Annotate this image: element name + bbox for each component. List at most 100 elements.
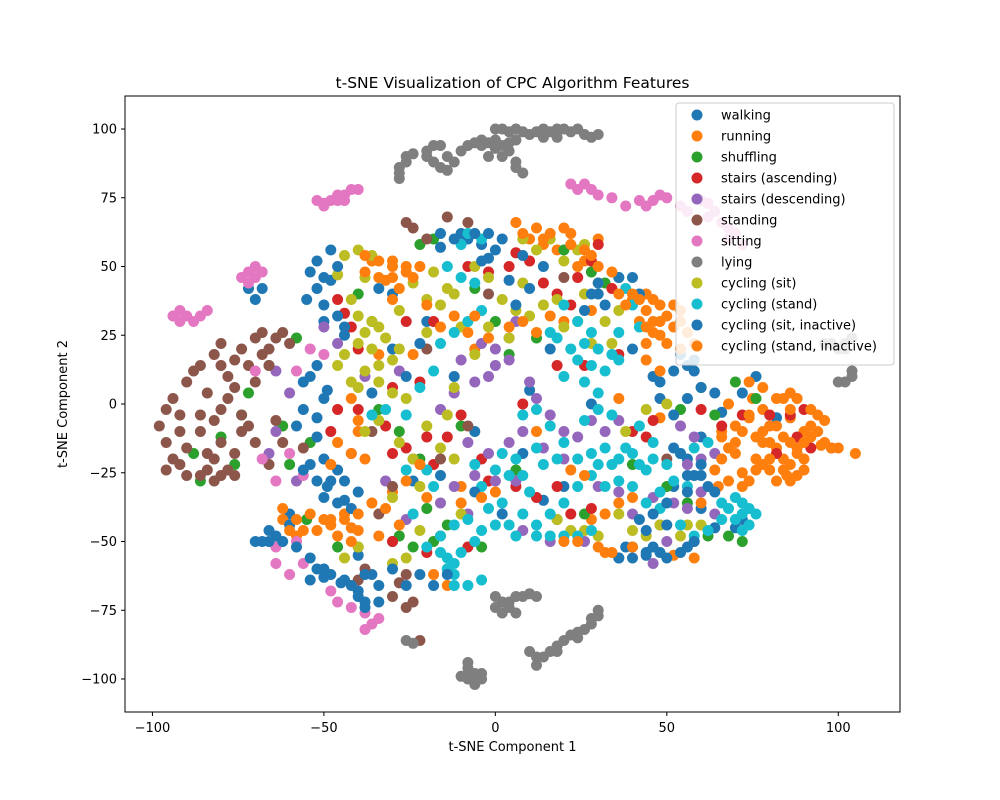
legend-label: cycling (sit) — [721, 277, 796, 292]
scatter-point — [640, 464, 652, 476]
scatter-point — [325, 585, 337, 597]
scatter-point — [592, 189, 604, 201]
scatter-point — [318, 393, 330, 404]
scatter-point — [201, 387, 213, 399]
scatter-point — [387, 481, 398, 492]
scatter-point — [503, 354, 515, 366]
legend-label: cycling (sit, inactive) — [721, 319, 856, 334]
scatter-point — [640, 338, 652, 349]
scatter-point — [435, 470, 446, 481]
scatter-point — [236, 272, 248, 283]
x-tick-label: −100 — [135, 721, 171, 736]
scatter-point — [194, 470, 206, 481]
scatter-point — [352, 525, 364, 536]
scatter-point — [702, 525, 714, 536]
scatter-point — [387, 492, 398, 503]
scatter-point — [496, 607, 508, 619]
scatter-point — [352, 338, 364, 349]
scatter-point — [301, 294, 313, 305]
scatter-point — [407, 222, 419, 234]
scatter-point — [345, 536, 357, 547]
scatter-point — [400, 552, 412, 564]
legend-label: cycling (stand, inactive) — [721, 340, 877, 355]
scatter-point — [249, 376, 261, 388]
scatter-point — [654, 486, 666, 498]
y-tick-label: 0 — [109, 398, 117, 413]
scatter-point — [771, 420, 782, 432]
chart-title: t-SNE Visualization of CPC Algorithm Fea… — [336, 74, 690, 92]
scatter-point — [558, 255, 570, 267]
scatter-point — [688, 536, 700, 547]
scatter-point — [661, 192, 673, 204]
scatter-point — [688, 431, 700, 443]
scatter-point — [387, 591, 398, 602]
scatter-point — [407, 148, 419, 160]
scatter-point — [483, 503, 494, 514]
scatter-point — [606, 266, 618, 278]
scatter-point — [400, 569, 412, 580]
scatter-point — [503, 470, 515, 481]
scatter-point — [750, 393, 762, 404]
scatter-point — [757, 426, 769, 437]
scatter-point — [332, 310, 344, 322]
legend: walking running shuffling stairs (ascending… — [675, 102, 895, 366]
scatter-point — [387, 354, 398, 366]
scatter-point — [311, 255, 323, 267]
scatter-point — [215, 404, 227, 415]
scatter-point — [208, 415, 220, 426]
scatter-point — [572, 316, 584, 327]
scatter-point — [716, 431, 728, 443]
scatter-point — [284, 525, 296, 536]
scatter-point — [517, 398, 529, 410]
scatter-point — [784, 387, 796, 399]
scatter-point — [675, 420, 686, 432]
scatter-point — [229, 470, 241, 481]
scatter-point — [359, 624, 371, 635]
scatter-point — [784, 404, 796, 415]
scatter-point — [812, 426, 824, 437]
scatter-point — [277, 327, 289, 338]
scatter-point — [208, 453, 220, 465]
scatter-point — [613, 354, 625, 366]
scatter-point — [414, 569, 426, 580]
legend-label: lying — [721, 256, 752, 271]
scatter-point — [448, 310, 460, 322]
scatter-point — [524, 486, 536, 498]
scatter-point — [627, 272, 638, 283]
scatter-point — [332, 261, 344, 272]
scatter-point — [675, 530, 686, 542]
scatter-point — [531, 426, 542, 437]
scatter-point — [469, 536, 481, 547]
scatter-point — [284, 387, 296, 399]
scatter-point — [572, 481, 584, 492]
scatter-point — [387, 387, 398, 399]
scatter-point — [325, 459, 337, 470]
scatter-point — [524, 283, 536, 294]
scatter-point — [332, 596, 344, 608]
scatter-point — [421, 299, 433, 311]
scatter-point — [579, 305, 590, 316]
scatter-point — [798, 453, 810, 465]
scatter-point — [284, 338, 296, 349]
scatter-point — [249, 294, 261, 305]
scatter-point — [627, 541, 638, 553]
scatter-point — [339, 475, 350, 487]
scatter-point — [640, 497, 652, 509]
series-11 — [277, 222, 837, 558]
scatter-point — [517, 228, 529, 239]
scatter-point — [777, 464, 789, 476]
scatter-point — [222, 371, 234, 382]
scatter-point — [352, 591, 364, 602]
scatter-point — [462, 327, 474, 338]
y-tick-label: −100 — [81, 673, 117, 688]
scatter-point — [469, 459, 481, 470]
scatter-point — [736, 467, 748, 479]
scatter-point — [709, 486, 721, 498]
scatter-point — [503, 261, 515, 272]
scatter-point — [695, 470, 707, 481]
scatter-point — [441, 151, 453, 162]
scatter-point — [345, 376, 357, 388]
scatter-point — [345, 602, 357, 613]
scatter-point — [716, 497, 728, 509]
scatter-point — [572, 272, 584, 283]
